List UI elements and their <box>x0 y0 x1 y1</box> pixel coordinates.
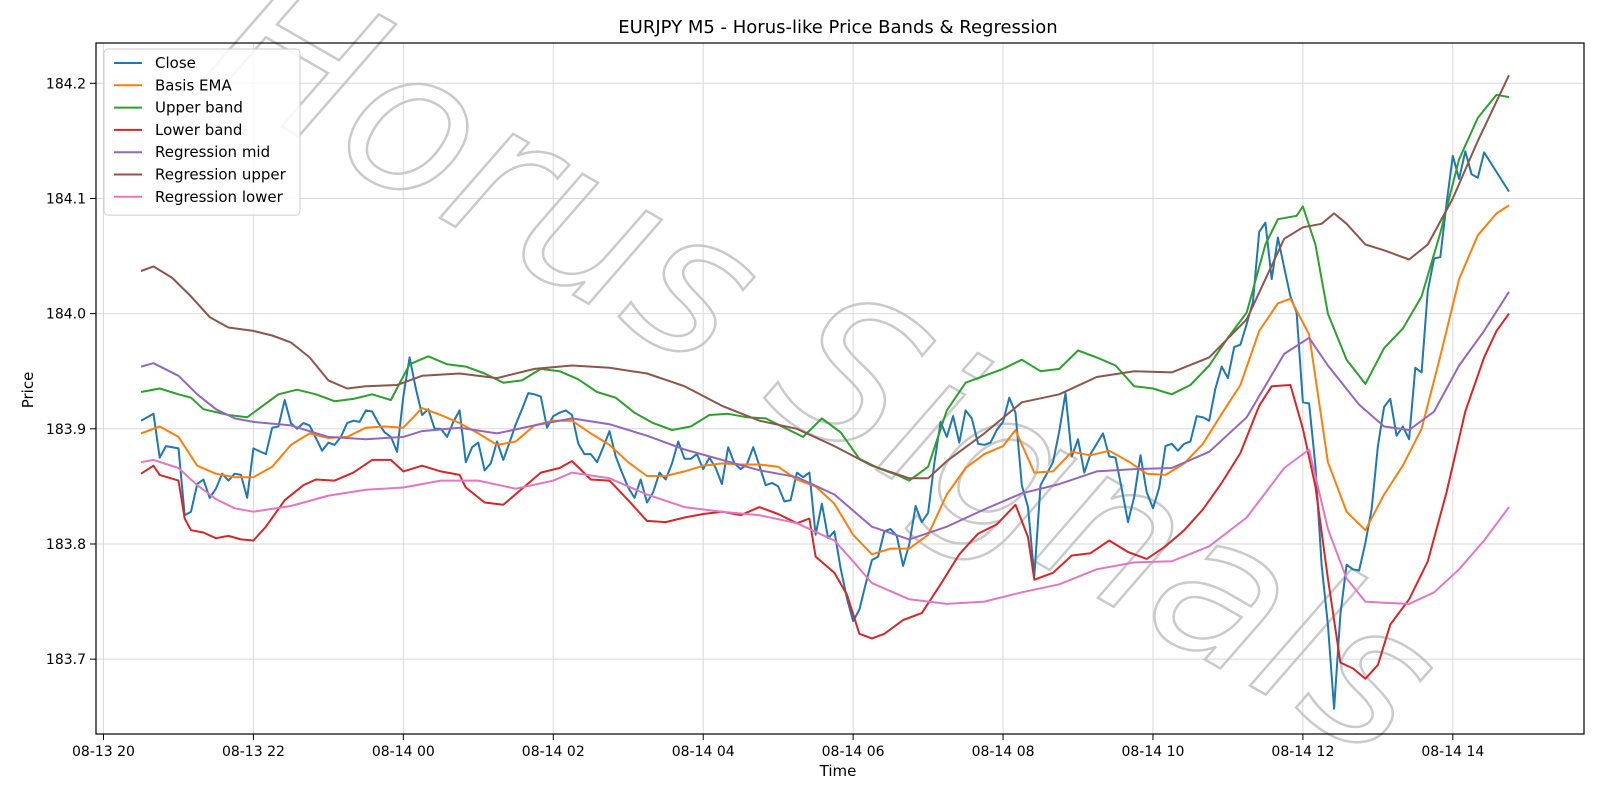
x-tick-label: 08-14 00 <box>372 744 435 760</box>
x-tick-label: 08-14 04 <box>672 744 735 760</box>
y-tick-label: 184.0 <box>46 307 86 323</box>
legend-label-upper-band: Upper band <box>155 99 243 117</box>
x-tick-label: 08-14 08 <box>972 744 1035 760</box>
y-axis-label: Price <box>19 372 37 409</box>
series-line-regression-mid <box>140 291 1510 541</box>
y-tick-label: 183.9 <box>46 422 86 438</box>
series-line-regression-lower <box>140 448 1510 605</box>
legend-label-regression-lower: Regression lower <box>155 188 284 206</box>
series-group <box>140 74 1510 710</box>
y-tick-label: 183.8 <box>46 537 86 553</box>
y-tick-label: 183.7 <box>46 652 86 668</box>
x-tick-label: 08-13 20 <box>72 744 135 760</box>
series-line-upper-band <box>140 93 1510 482</box>
y-tick-label: 184.2 <box>46 76 86 92</box>
y-tick-label: 184.1 <box>46 191 86 207</box>
series-line-lower-band <box>140 313 1510 680</box>
legend-label-regression-mid: Regression mid <box>155 143 270 161</box>
grid <box>96 43 1584 734</box>
x-tick-label: 08-14 02 <box>522 744 585 760</box>
x-axis: 08-13 20 08-13 22 08-14 00 08-14 02 08-14 04… <box>72 734 1484 760</box>
series-line-basis-ema <box>140 204 1510 556</box>
legend-label-regression-upper: Regression upper <box>155 166 287 184</box>
x-axis-label: Time <box>819 762 857 780</box>
x-tick-label: 08-14 06 <box>822 744 885 760</box>
legend-label-lower-band: Lower band <box>155 121 242 139</box>
x-tick-label: 08-14 14 <box>1421 744 1484 760</box>
legend: Close Basis EMA Upper band Lower band Regres… <box>103 48 301 216</box>
x-tick-label: 08-13 22 <box>222 744 285 760</box>
legend-label-basis-ema: Basis EMA <box>155 76 232 94</box>
x-tick-label: 08-14 12 <box>1271 744 1334 760</box>
x-tick-label: 08-14 10 <box>1121 744 1184 760</box>
plot-frame <box>95 42 1585 735</box>
legend-box <box>103 48 301 216</box>
y-axis: 183.7 183.8 183.9 184.0 184.1 184.2 <box>46 76 96 668</box>
legend-label-close: Close <box>155 54 196 72</box>
series-line-regression-upper <box>140 74 1510 480</box>
chart-title: EURJPY M5 - Horus-like Price Bands & Reg… <box>618 17 1057 38</box>
